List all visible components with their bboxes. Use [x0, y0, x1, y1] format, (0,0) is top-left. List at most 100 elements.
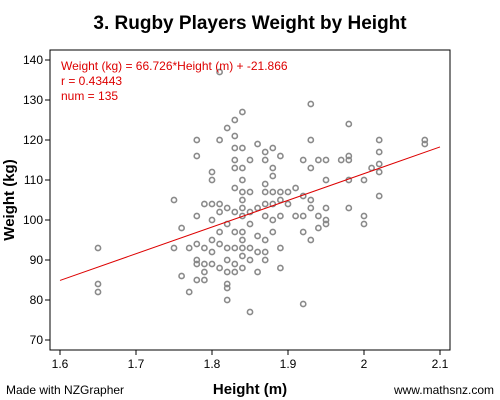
data-point — [269, 172, 277, 180]
x-tick-label: 2.1 — [432, 357, 449, 371]
regression-line — [59, 146, 441, 281]
y-axis-title: Weight (kg) — [1, 159, 18, 240]
data-point — [322, 156, 330, 164]
data-point — [178, 224, 185, 232]
data-point — [238, 236, 246, 244]
data-point — [193, 240, 201, 248]
data-point — [292, 184, 299, 192]
data-point — [261, 236, 269, 244]
x-tick-label: 1.8 — [204, 357, 221, 371]
data-point — [345, 120, 353, 128]
data-point — [254, 204, 261, 212]
data-point — [246, 308, 254, 316]
data-point — [238, 252, 246, 260]
data-point — [238, 228, 246, 236]
y-tick-label: 110 — [24, 173, 43, 187]
y-tick-label: 100 — [23, 213, 43, 227]
data-point — [246, 188, 254, 196]
data-point — [231, 244, 239, 252]
data-point — [238, 108, 246, 116]
x-tick-label: 2 — [361, 357, 368, 371]
data-point — [246, 156, 254, 164]
data-point — [200, 276, 208, 284]
data-point — [276, 196, 284, 204]
data-point — [231, 144, 239, 152]
data-point — [200, 268, 208, 276]
data-point — [193, 276, 201, 284]
data-point — [238, 244, 246, 252]
data-point — [375, 192, 383, 200]
data-point — [269, 164, 277, 172]
data-point — [322, 176, 330, 184]
x-axis: 1.6 1.7 1.8 1.9 2 2.1 — [52, 350, 449, 371]
data-point — [238, 164, 246, 172]
data-point — [254, 232, 261, 240]
data-point — [254, 248, 261, 256]
data-point — [322, 216, 330, 224]
data-point — [314, 212, 322, 220]
data-point — [307, 164, 315, 172]
y-tick-label: 130 — [23, 93, 43, 107]
data-point — [375, 160, 383, 168]
data-point — [337, 156, 345, 164]
data-point — [231, 260, 239, 268]
data-point — [276, 152, 284, 160]
data-point — [231, 208, 239, 216]
data-point — [246, 220, 254, 228]
data-point — [231, 228, 239, 236]
data-point — [360, 176, 368, 184]
data-point — [231, 132, 239, 140]
data-point — [246, 208, 254, 216]
data-point — [193, 256, 201, 264]
data-point — [238, 188, 246, 196]
data-point — [193, 260, 201, 268]
data-point — [94, 280, 102, 288]
data-point — [216, 136, 223, 144]
data-point — [269, 216, 277, 224]
data-point — [261, 256, 269, 264]
data-point — [322, 204, 330, 212]
data-point — [216, 240, 223, 248]
data-point — [238, 212, 246, 220]
x-tick-label: 1.7 — [128, 357, 145, 371]
regression-line-group — [59, 146, 441, 281]
data-point — [299, 228, 307, 236]
data-point — [246, 244, 254, 252]
data-point — [276, 188, 284, 196]
data-point — [216, 68, 223, 76]
data-point — [238, 204, 246, 212]
data-point — [261, 188, 269, 196]
data-point — [307, 196, 315, 204]
data-points — [94, 68, 429, 316]
y-axis: 70 80 90 100 110 120 130 140 — [23, 53, 50, 347]
data-point — [223, 204, 231, 212]
data-point — [178, 272, 185, 280]
data-point — [231, 156, 239, 164]
x-tick-label: 1.6 — [52, 357, 69, 371]
data-point — [185, 244, 193, 252]
data-point — [307, 204, 315, 212]
data-point — [276, 244, 284, 252]
data-point — [254, 268, 261, 276]
data-point — [269, 144, 277, 152]
chart-title: 3. Rugby Players Weight by Height — [93, 13, 407, 34]
data-point — [223, 280, 231, 288]
data-point — [238, 196, 246, 204]
data-point — [261, 248, 269, 256]
data-point — [269, 228, 277, 236]
data-point — [223, 268, 231, 276]
data-point — [261, 200, 269, 208]
data-point — [231, 184, 239, 192]
data-point — [193, 212, 201, 220]
data-point — [276, 264, 284, 272]
data-point — [223, 256, 231, 264]
data-point — [322, 220, 330, 228]
data-point — [246, 256, 254, 264]
data-point — [345, 204, 353, 212]
sample-count: num = 135 — [61, 89, 118, 103]
data-point — [231, 268, 239, 276]
data-point — [216, 228, 223, 236]
data-point — [208, 260, 216, 268]
data-point — [276, 212, 284, 220]
data-point — [299, 212, 307, 220]
